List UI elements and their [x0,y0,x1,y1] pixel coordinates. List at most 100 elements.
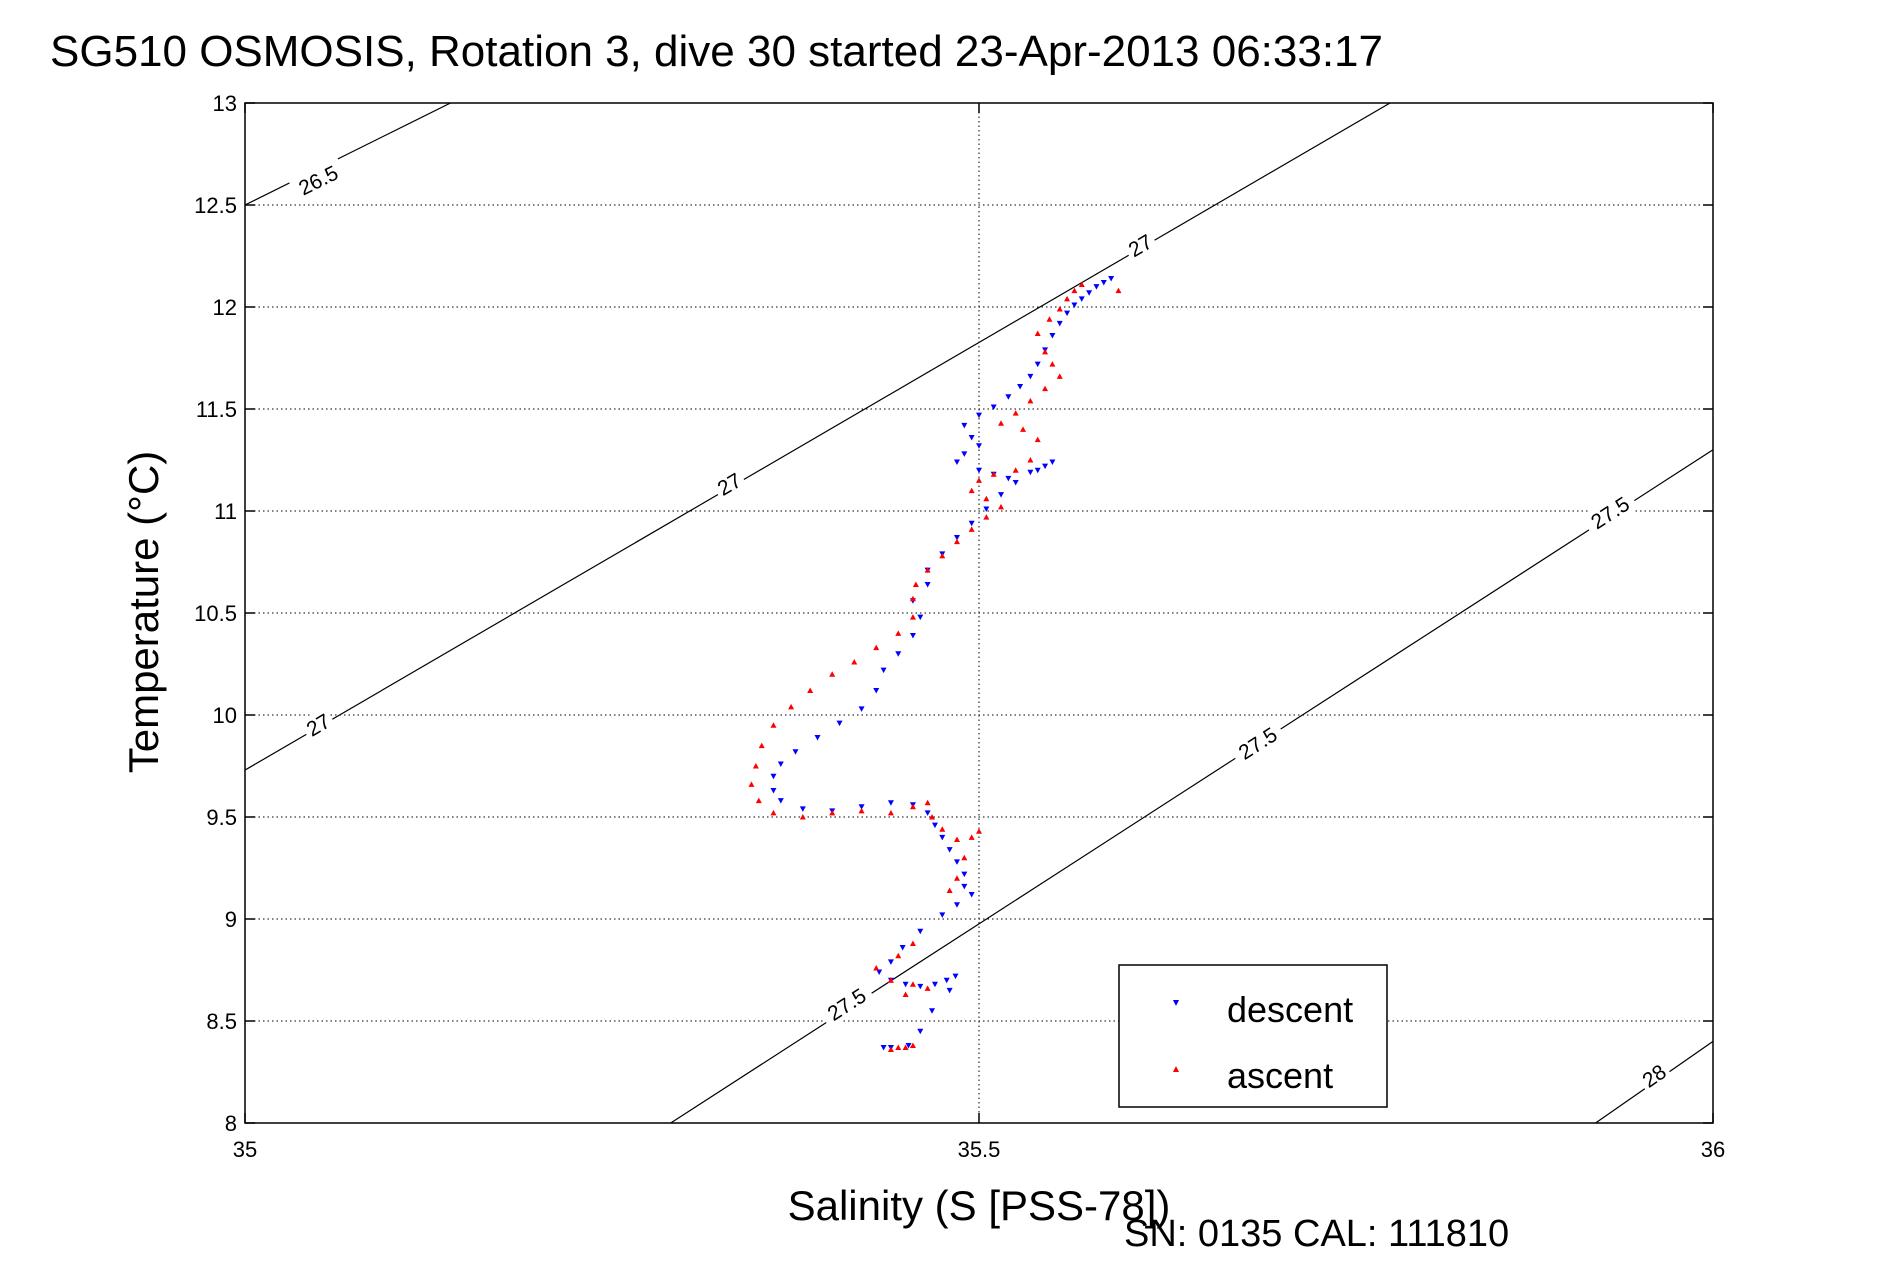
ascent-point [788,703,795,710]
ascent-point [807,687,814,694]
ascent-point [976,477,982,483]
descent-point [1017,384,1024,390]
y-tick-label: 12.5 [194,193,237,218]
descent-point [1093,284,1100,290]
descent-point [770,773,777,780]
descent-point [953,859,960,865]
ascent-point [887,1046,894,1053]
descent-point [976,467,982,474]
descent-point [887,959,894,965]
y-tick-label: 10.5 [194,601,237,626]
descent-point [929,1008,936,1014]
isopycnal-label: 27 [298,706,337,743]
descent-point [1049,333,1056,339]
descent-point [924,810,931,816]
ascent-point [770,722,777,728]
isopycnal-label: 27.5 [1228,717,1287,768]
ascent-point [895,952,902,959]
ascent-point [752,763,759,769]
descent-point [961,422,968,429]
ascent-point [1027,457,1034,463]
ascent-point [829,809,836,816]
x-tick-label: 36 [1701,1137,1725,1162]
descent-point [983,506,990,512]
descent-point [976,443,982,449]
descent-point [902,981,909,988]
ascent-point [961,854,968,861]
isopycnal-label-text: 27 [714,469,746,501]
isopycnal-label: 27 [1120,227,1159,263]
ascent-point [902,1044,909,1051]
x-axis-label: Salinity (S [PSS-78]) [788,1182,1171,1229]
descent-point [814,734,821,741]
ascent-point [924,799,931,806]
descent-point [939,912,946,918]
legend-descent-label: descent [1227,989,1353,1030]
ascent-point [858,807,865,814]
ascent-point [1078,281,1085,288]
descent-point [939,834,946,841]
descent-point [968,435,975,441]
descent-point [1086,290,1093,296]
x-tick-label: 35 [233,1137,257,1162]
data-points [748,275,1122,1053]
descent-point [1056,320,1063,327]
ascent-point [983,514,990,520]
descent-point [895,651,902,657]
chart-title: SG510 OSMOSIS, Rotation 3, dive 30 start… [50,27,1383,76]
isopycnal-label: 27.5 [1580,487,1639,537]
ascent-point [1046,316,1053,322]
ascent-point [976,828,982,834]
descent-point [1027,469,1034,476]
ascent-point [909,803,916,810]
descent-point [946,847,953,853]
descent-point [1005,394,1012,400]
descent-point [1005,475,1012,482]
ascent-point [1027,397,1034,404]
ascent-point [939,552,946,559]
ascent-point [829,671,836,677]
descent-point [858,706,865,712]
ascent-point [998,503,1005,510]
descent-point [946,987,953,994]
descent-point [777,798,784,804]
ascent-point [895,630,902,636]
ascent-point [990,471,997,477]
descent-point [899,945,906,951]
descent-point [858,804,865,810]
axis-ticks: 35 35.5 36 8 8.5 9 9.5 10 10.5 11 11.5 12 12.5 13 [194,91,1725,1162]
y-tick-label: 9.5 [206,805,237,830]
ascent-point [1049,361,1056,367]
descent-point [931,822,938,829]
descent-point [961,883,968,890]
ascent-point [953,836,960,842]
ascent-point [909,1042,916,1048]
ascent-point [953,538,960,545]
ascent-point [909,940,916,946]
ascent-point [887,809,894,816]
ascent-point [1034,330,1041,337]
descent-point [1078,296,1085,302]
ascent-point [758,742,765,749]
isopycnal-label: 26.5 [288,156,348,203]
legend-box [1118,964,1388,1108]
descent-point [770,787,777,794]
y-tick-label: 13 [213,91,237,116]
isopycnal-label-bg [1634,1056,1673,1094]
ascent-point [909,595,916,602]
isopycnal-label-text: 28 [1638,1060,1670,1092]
isopycnal-label: 27.5 [817,979,876,1029]
legend-descent-marker [1173,1000,1179,1006]
y-tick-label: 8.5 [206,1009,237,1034]
isopycnal-label: 27 [709,465,748,502]
ascent-point [770,809,777,816]
ascent-point [998,420,1005,426]
ascent-point [895,1044,902,1051]
ascent-point [755,797,762,804]
descent-point [887,800,894,806]
ascent-point [851,658,858,665]
descent-point [1049,459,1056,466]
ascent-point [1042,348,1049,355]
ascent-point [873,964,880,971]
